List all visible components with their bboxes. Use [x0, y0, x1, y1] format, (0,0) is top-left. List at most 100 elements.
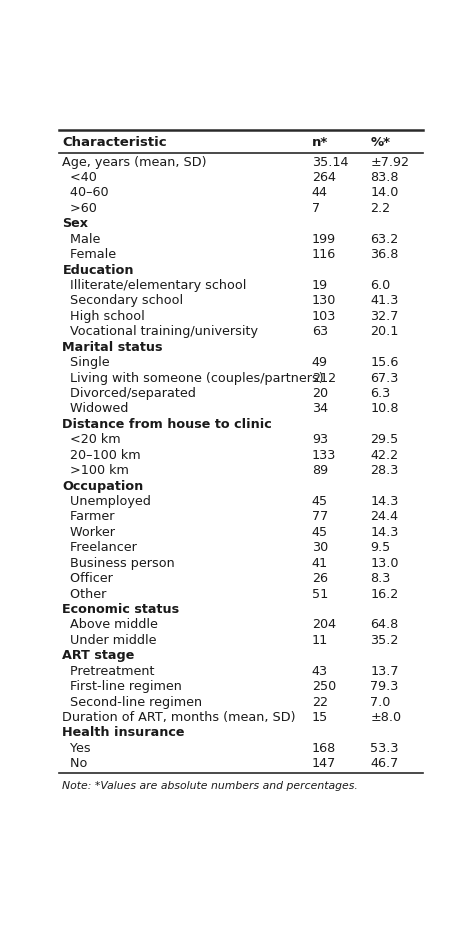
Text: 22: 22 — [312, 695, 328, 708]
Text: 43: 43 — [312, 665, 328, 678]
Text: 7.0: 7.0 — [370, 695, 391, 708]
Text: <20 km: <20 km — [63, 433, 121, 446]
Text: 15.6: 15.6 — [370, 356, 399, 369]
Text: %*: %* — [370, 135, 390, 148]
Text: 199: 199 — [312, 233, 336, 246]
Text: ±8.0: ±8.0 — [370, 711, 401, 724]
Text: 8.3: 8.3 — [370, 572, 391, 585]
Text: 29.5: 29.5 — [370, 433, 399, 446]
Text: 36.8: 36.8 — [370, 248, 399, 261]
Text: 6.0: 6.0 — [370, 279, 391, 292]
Text: Duration of ART, months (mean, SD): Duration of ART, months (mean, SD) — [63, 711, 296, 724]
Text: 83.8: 83.8 — [370, 171, 399, 184]
Text: 14.0: 14.0 — [370, 186, 399, 199]
Text: 63: 63 — [312, 325, 328, 338]
Text: Sex: Sex — [63, 217, 88, 230]
Text: 45: 45 — [312, 526, 328, 539]
Text: 19: 19 — [312, 279, 328, 292]
Text: 77: 77 — [312, 511, 328, 524]
Text: Living with someone (couples/partners): Living with someone (couples/partners) — [63, 372, 324, 385]
Text: Business person: Business person — [63, 556, 175, 569]
Text: 32.7: 32.7 — [370, 309, 399, 322]
Text: >100 km: >100 km — [63, 464, 129, 477]
Text: 64.8: 64.8 — [370, 619, 399, 632]
Text: 116: 116 — [312, 248, 336, 261]
Text: 147: 147 — [312, 758, 336, 771]
Text: 14.3: 14.3 — [370, 526, 399, 539]
Text: Unemployed: Unemployed — [63, 495, 151, 508]
Text: Secondary school: Secondary school — [63, 295, 183, 308]
Text: 264: 264 — [312, 171, 336, 184]
Text: Age, years (mean, SD): Age, years (mean, SD) — [63, 156, 207, 169]
Text: 6.3: 6.3 — [370, 387, 391, 400]
Text: Note: *Values are absolute numbers and percentages.: Note: *Values are absolute numbers and p… — [63, 781, 358, 791]
Text: ART stage: ART stage — [63, 650, 135, 663]
Text: 16.2: 16.2 — [370, 587, 399, 600]
Text: 44: 44 — [312, 186, 328, 199]
Text: 35.2: 35.2 — [370, 634, 399, 647]
Text: <40: <40 — [63, 171, 97, 184]
Text: No: No — [63, 758, 88, 771]
Text: Male: Male — [63, 233, 101, 246]
Text: 9.5: 9.5 — [370, 541, 391, 555]
Text: 250: 250 — [312, 680, 336, 693]
Text: n*: n* — [312, 135, 328, 148]
Text: 15: 15 — [312, 711, 328, 724]
Text: 11: 11 — [312, 634, 328, 647]
Text: Other: Other — [63, 587, 107, 600]
Text: 35.14: 35.14 — [312, 156, 348, 169]
Text: 93: 93 — [312, 433, 328, 446]
Text: 133: 133 — [312, 448, 336, 461]
Text: Freelancer: Freelancer — [63, 541, 137, 555]
Text: Characteristic: Characteristic — [63, 135, 167, 148]
Text: Worker: Worker — [63, 526, 116, 539]
Text: 53.3: 53.3 — [370, 742, 399, 755]
Text: 46.7: 46.7 — [370, 758, 399, 771]
Text: 7: 7 — [312, 202, 320, 215]
Text: Second-line regimen: Second-line regimen — [63, 695, 203, 708]
Text: Above middle: Above middle — [63, 619, 158, 632]
Text: >60: >60 — [63, 202, 97, 215]
Text: 20.1: 20.1 — [370, 325, 399, 338]
Text: 20–100 km: 20–100 km — [63, 448, 141, 461]
Text: Health insurance: Health insurance — [63, 726, 185, 739]
Text: Vocational training/university: Vocational training/university — [63, 325, 258, 338]
Text: 13.0: 13.0 — [370, 556, 399, 569]
Text: Distance from house to clinic: Distance from house to clinic — [63, 418, 272, 431]
Text: 28.3: 28.3 — [370, 464, 399, 477]
Text: 42.2: 42.2 — [370, 448, 398, 461]
Text: Widowed: Widowed — [63, 403, 129, 416]
Text: 45: 45 — [312, 495, 328, 508]
Text: 20: 20 — [312, 387, 328, 400]
Text: Economic status: Economic status — [63, 603, 180, 616]
Text: 34: 34 — [312, 403, 328, 416]
Text: Farmer: Farmer — [63, 511, 115, 524]
Text: 14.3: 14.3 — [370, 495, 399, 508]
Text: 130: 130 — [312, 295, 336, 308]
Text: 51: 51 — [312, 587, 328, 600]
Text: 204: 204 — [312, 619, 336, 632]
Text: 63.2: 63.2 — [370, 233, 399, 246]
Text: 2.2: 2.2 — [370, 202, 390, 215]
Text: 24.4: 24.4 — [370, 511, 398, 524]
Text: 212: 212 — [312, 372, 336, 385]
Text: 168: 168 — [312, 742, 336, 755]
Text: First-line regimen: First-line regimen — [63, 680, 182, 693]
Text: 40–60: 40–60 — [63, 186, 109, 199]
Text: Under middle: Under middle — [63, 634, 157, 647]
Text: Pretreatment: Pretreatment — [63, 665, 155, 678]
Text: High school: High school — [63, 309, 145, 322]
Text: Marital status: Marital status — [63, 341, 163, 354]
Text: 26: 26 — [312, 572, 328, 585]
Text: 79.3: 79.3 — [370, 680, 399, 693]
Text: ±7.92: ±7.92 — [370, 156, 409, 169]
Text: 10.8: 10.8 — [370, 403, 399, 416]
Text: 13.7: 13.7 — [370, 665, 399, 678]
Text: 89: 89 — [312, 464, 328, 477]
Text: 103: 103 — [312, 309, 336, 322]
Text: Single: Single — [63, 356, 110, 369]
Text: Officer: Officer — [63, 572, 113, 585]
Text: 49: 49 — [312, 356, 328, 369]
Text: 30: 30 — [312, 541, 328, 555]
Text: 67.3: 67.3 — [370, 372, 399, 385]
